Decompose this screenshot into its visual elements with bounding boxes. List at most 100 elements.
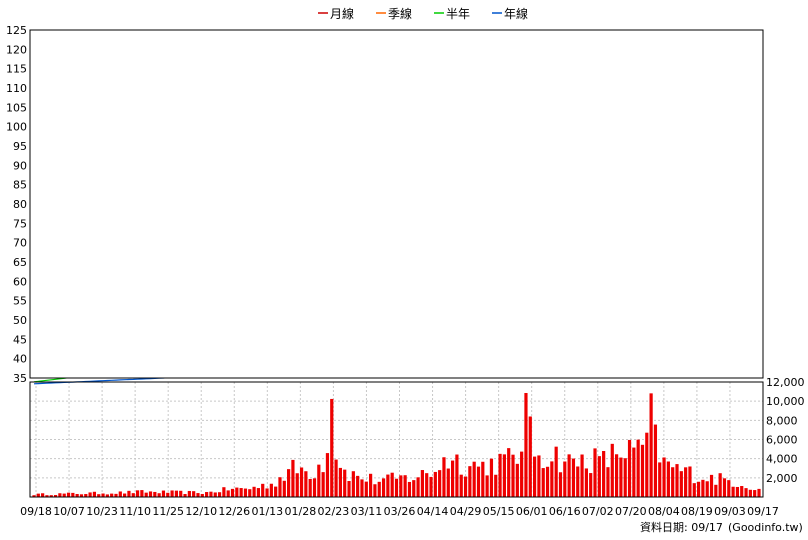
volume-bar (274, 486, 278, 497)
volume-bar (442, 457, 446, 497)
price-tick-label: 100 (6, 121, 27, 134)
volume-bar (343, 469, 347, 497)
volume-bar (420, 470, 424, 497)
volume-bar (200, 493, 204, 497)
volume-bar (571, 458, 576, 497)
volume-bar (174, 490, 179, 497)
x-tick-label: 09/18 (20, 505, 52, 518)
volume-bar (545, 466, 550, 497)
x-tick-label: 01/28 (285, 505, 317, 518)
volume-bar (679, 471, 683, 497)
x-tick-label: 03/26 (384, 505, 416, 518)
x-tick-label: 11/10 (119, 505, 151, 518)
volume-bar (692, 483, 696, 497)
volume-bar (97, 494, 101, 497)
volume-bar (161, 490, 166, 497)
volume-bar (183, 494, 187, 497)
volume-bar (580, 454, 584, 497)
volume-bar (485, 475, 489, 497)
price-tick-label: 105 (6, 101, 27, 114)
price-tick-label: 55 (13, 295, 27, 308)
x-tick-label: 08/19 (681, 505, 713, 518)
price-tick-label: 95 (13, 140, 27, 153)
x-tick-label: 11/25 (152, 505, 184, 518)
axis-labels: 35 40 45 50 55 60 65 70 75 80 85 90 95 100 105 110 115 12… (6, 24, 805, 518)
volume-bar (489, 458, 494, 497)
volume-bar (532, 456, 537, 497)
volume-bar (321, 472, 325, 497)
volume-bar (597, 456, 601, 497)
volume-bar (472, 461, 476, 497)
volume-bar (32, 495, 36, 497)
volume-bar (269, 483, 273, 497)
volume-bar (330, 398, 334, 497)
x-tick-label: 06/16 (549, 505, 581, 518)
volume-bar (541, 468, 545, 497)
volume-tick-label: 12,000 (766, 376, 805, 389)
volume-bar (53, 495, 58, 497)
volume-bar (640, 444, 645, 497)
volume-bar (593, 448, 597, 497)
volume-bar (515, 463, 519, 497)
volume-bar (649, 393, 653, 497)
volume-bar (373, 484, 377, 497)
volume-bar (718, 473, 722, 497)
volume-bar (205, 492, 209, 497)
volume-bar (282, 480, 286, 497)
volume-bar (157, 493, 161, 497)
volume-bar (166, 492, 170, 497)
price-tick-label: 35 (13, 372, 27, 385)
price-tick-label: 75 (13, 217, 27, 230)
volume-bar (498, 453, 502, 497)
volume-bar (239, 488, 243, 497)
volume-bar (671, 467, 675, 497)
volume-tick-label: 10,000 (766, 395, 805, 408)
volume-bar (135, 490, 140, 497)
volume-bar (386, 474, 390, 497)
volume-bar (451, 460, 455, 497)
volume-bar (727, 480, 731, 497)
volume-bar (722, 478, 727, 497)
volume-tick-label: 2,000 (766, 472, 798, 485)
volume-bar (602, 451, 606, 497)
volume-bar (407, 481, 412, 497)
volume-bar (170, 490, 174, 497)
price-tick-label: 50 (13, 314, 27, 327)
x-tick-label: 03/11 (351, 505, 383, 518)
volume-tick-label: 4,000 (766, 453, 798, 466)
volume-bar (62, 493, 66, 497)
volume-bar (213, 492, 217, 497)
volume-bar (740, 486, 744, 497)
volume-bar (261, 483, 265, 497)
volume-bar (317, 464, 321, 497)
volume-bar (666, 461, 670, 497)
volume-tick-label: 8,000 (766, 414, 798, 427)
legend-label-1: 季線 (388, 6, 412, 21)
volume-bar (235, 487, 239, 497)
volume-bar (744, 488, 748, 497)
x-tick-label: 10/07 (53, 505, 85, 518)
volume-bar (684, 467, 688, 497)
volume-bar (209, 491, 213, 497)
volume-bar (377, 481, 381, 497)
volume-bar (558, 472, 563, 497)
volume-tick-label: 6,000 (766, 434, 798, 447)
chart-axes (29, 29, 764, 498)
volume-bar (226, 490, 230, 497)
volume-panel-frame (29, 381, 764, 498)
volume-bar (446, 468, 450, 497)
volume-bar (144, 492, 148, 497)
volume-bar (658, 462, 662, 497)
volume-bar (614, 454, 619, 497)
chart-legend: 月線 季線 半年 年線 (318, 6, 528, 21)
volume-bar (645, 432, 649, 497)
volume-bar (304, 471, 308, 497)
x-tick-label: 09/03 (714, 505, 746, 518)
volume-bar (196, 493, 200, 497)
legend-label-2: 半年 (446, 7, 470, 21)
price-tick-label: 110 (6, 82, 27, 95)
volume-bar (287, 469, 291, 497)
volume-bar (709, 474, 714, 497)
volume-bar (36, 493, 40, 497)
x-tick-label: 04/14 (417, 505, 449, 518)
